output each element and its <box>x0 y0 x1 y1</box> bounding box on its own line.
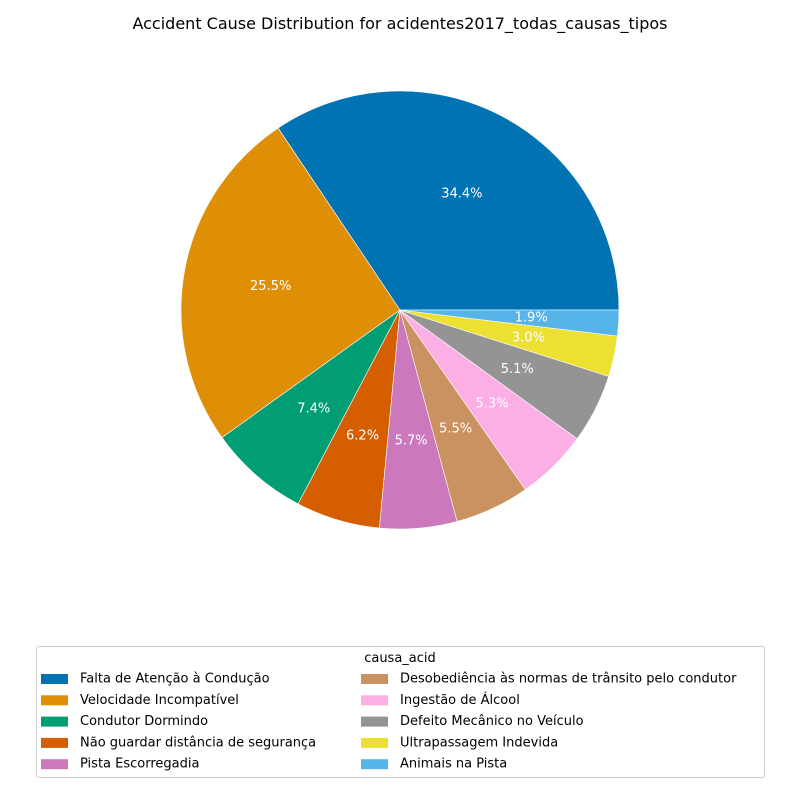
legend-label: Desobediência às normas de trânsito pelo… <box>400 672 737 687</box>
legend-swatch <box>361 674 388 684</box>
legend-item: Não guardar distância de segurança <box>41 735 316 750</box>
slice-percent-label: 7.4% <box>297 402 330 417</box>
legend-swatch <box>41 759 68 770</box>
slice-percent-label: 5.7% <box>395 433 428 448</box>
chart-title: Accident Cause Distribution for acidente… <box>132 14 667 34</box>
legend-swatch <box>41 737 68 748</box>
pie-slice <box>221 309 401 505</box>
legend-item: Pista Escorregadia <box>41 757 199 772</box>
legend-swatch <box>361 695 388 706</box>
legend-label: Falta de Atenção à Condução <box>80 672 270 687</box>
legend-label: Condutor Dormindo <box>80 714 208 729</box>
slice-percent-label: 5.1% <box>501 362 534 377</box>
legend-label: Velocidade Incompatível <box>80 693 239 708</box>
legend-item: Ultrapassagem Indevida <box>361 735 558 750</box>
pie-slice <box>180 127 401 439</box>
legend-swatch <box>361 759 388 770</box>
pie-slice <box>399 309 620 337</box>
legend-item: Falta de Atenção à Condução <box>41 672 270 687</box>
legend-item: Condutor Dormindo <box>41 714 208 729</box>
legend-swatch <box>361 716 388 727</box>
legend-label: Não guardar distância de segurança <box>80 735 316 750</box>
slice-percent-label: 25.5% <box>250 279 291 294</box>
slice-percent-label: 5.5% <box>439 422 472 437</box>
legend-label: Pista Escorregadia <box>80 757 199 772</box>
legend-label: Ingestão de Álcool <box>400 692 520 708</box>
legend-label: Defeito Mecânico no Veículo <box>400 714 584 729</box>
pie-slice <box>277 90 620 311</box>
legend-item: Velocidade Incompatível <box>41 693 239 708</box>
legend-item: Desobediência às normas de trânsito pelo… <box>361 672 737 687</box>
legend-item: Animais na Pista <box>361 757 507 772</box>
legend-swatch <box>41 716 68 727</box>
pie-percent-labels: 34.4% 25.5% 7.4% 6.2% 5.7% 5.5% 5.3% 5.1% 3.0% 1.… <box>250 187 548 449</box>
slice-percent-label: 5.3% <box>476 396 509 411</box>
legend-label: Ultrapassagem Indevida <box>400 735 558 750</box>
legend-swatch <box>41 695 68 706</box>
slice-percent-label: 3.0% <box>512 330 545 345</box>
legend-item: Ingestão de Álcool <box>361 692 520 708</box>
legend-item: Defeito Mecânico no Veículo <box>361 714 584 729</box>
legend-frame <box>36 646 765 778</box>
slice-percent-label: 34.4% <box>441 187 482 202</box>
legend-label: Animais na Pista <box>400 757 507 772</box>
pie-slices <box>180 90 620 530</box>
slice-percent-label: 1.9% <box>515 310 548 325</box>
legend-swatch <box>361 737 388 748</box>
legend: causa_acid Falta de Atenção à Condução Ve… <box>36 646 765 778</box>
slice-percent-label: 6.2% <box>346 428 379 443</box>
legend-title: causa_acid <box>364 651 436 666</box>
legend-swatch <box>41 674 68 684</box>
